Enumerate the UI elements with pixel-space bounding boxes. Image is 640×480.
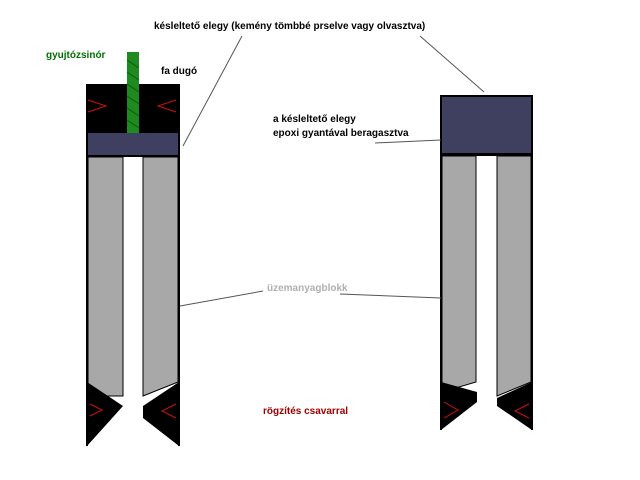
leader-epoxy — [374, 139, 442, 144]
label-screw-fix: rögzítés csavarral — [263, 406, 348, 417]
left-fuse — [127, 52, 139, 133]
label-wood-plug: fa dugó — [161, 66, 197, 77]
left-plug-red-mark-left — [87, 99, 108, 113]
right-motor — [440, 95, 533, 430]
right-delay-mixture — [440, 95, 533, 155]
label-epoxy-line1: a késleltető elegy — [273, 114, 356, 125]
right-nozzle-right — [497, 382, 532, 430]
left-delay-mixture — [87, 133, 179, 155]
right-fuel-block-right — [496, 155, 532, 397]
label-epoxy-line2: epoxi gyantával beragasztva — [273, 128, 409, 139]
leader-fuel-right — [339, 293, 442, 299]
left-nozzle-right — [143, 382, 179, 446]
right-nozzle-left — [441, 382, 477, 430]
label-fuse: gyujtózsinór — [46, 50, 106, 61]
label-top-mixture: késleltető elegy (kemény tömbbé prselve … — [154, 21, 425, 32]
leader-delay-left — [182, 35, 243, 147]
leader-delay-right — [419, 35, 485, 93]
leader-lines — [179, 35, 485, 307]
left-nozzle-left — [87, 382, 123, 446]
left-fuel-block-left — [87, 156, 124, 397]
left-fuel-block-right — [142, 156, 179, 397]
label-fuel-block: üzemanyagblokk — [267, 283, 348, 294]
left-motor — [86, 52, 180, 446]
right-fuel-block-left — [441, 155, 477, 393]
leader-fuel-left — [179, 290, 264, 307]
left-plug-red-mark-right — [156, 99, 177, 113]
